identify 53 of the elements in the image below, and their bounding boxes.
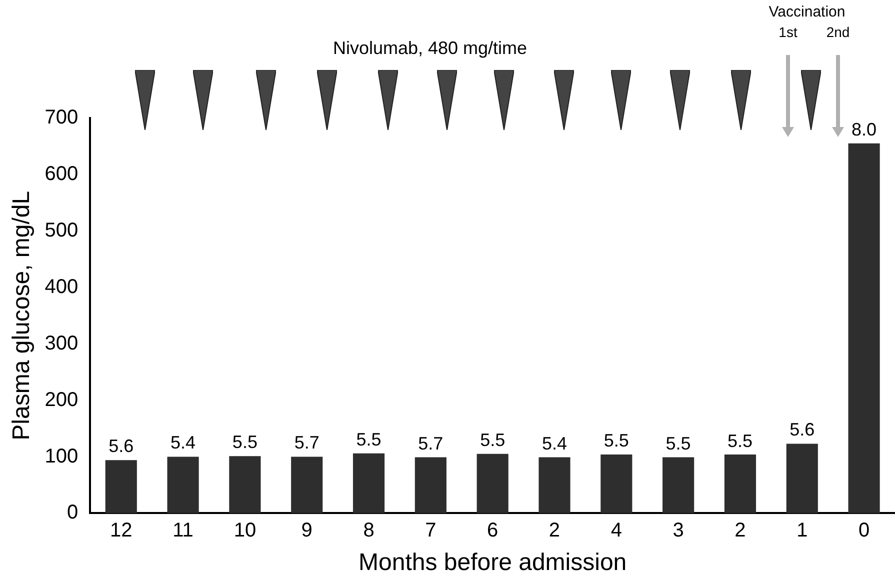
- x-tick-label: 2: [734, 520, 746, 542]
- x-tick-label: 7: [425, 520, 436, 542]
- text: 2nd: [826, 24, 850, 40]
- y-tick-label: 0: [67, 502, 78, 524]
- annotation: 5.4: [542, 433, 568, 454]
- annotation: 5.5: [666, 433, 691, 454]
- annotation: 5.4: [170, 432, 196, 453]
- y-tick-label: 300: [44, 332, 78, 354]
- annotation: 5.5: [232, 432, 258, 452]
- annotation: 5.6: [790, 420, 815, 440]
- annotation: 5.5: [480, 430, 506, 450]
- text: Vaccination: [768, 4, 846, 21]
- bar: [848, 143, 880, 514]
- x-tick-label: 9: [301, 520, 312, 542]
- y-tick-label: 200: [44, 388, 78, 411]
- bar: [786, 444, 818, 514]
- annotation: 8.0: [852, 119, 877, 140]
- x-tick-label: 12: [110, 520, 132, 542]
- x-tick-label: 1: [796, 520, 808, 542]
- bar: [105, 460, 137, 514]
- x-axis-title: Months before admission: [358, 549, 627, 576]
- x-tick-label: 3: [672, 520, 684, 542]
- annotation: 5.5: [727, 430, 753, 451]
- x-tick-label: 0: [858, 520, 870, 542]
- y-tick-label: 400: [44, 276, 78, 298]
- bar: [414, 457, 446, 514]
- annotation: 5.5: [604, 430, 629, 450]
- text: 1st: [778, 24, 798, 40]
- annotation: 5.5: [356, 429, 382, 450]
- annotation: 5.7: [418, 433, 444, 454]
- y-tick-label: 500: [44, 219, 78, 242]
- x-tick-label: 8: [363, 520, 374, 542]
- bar: [352, 453, 385, 514]
- y-tick-label: 100: [44, 445, 78, 468]
- bar: [662, 457, 694, 514]
- text: Nivolumab, 480 mg/time: [332, 38, 528, 58]
- x-tick-label: 10: [234, 520, 256, 542]
- x-tick-label: 11: [172, 520, 194, 542]
- annotation: 5.6: [108, 436, 134, 456]
- bar: [229, 456, 261, 514]
- bar: [538, 457, 570, 514]
- x-tick-label: 6: [487, 520, 498, 542]
- x-tick-label: 4: [610, 520, 622, 542]
- y-axis-title: Plasma glucose, mg/dL: [8, 190, 36, 440]
- bar: [167, 456, 199, 514]
- bar: [600, 454, 632, 514]
- bar: [724, 454, 756, 514]
- bar: [291, 456, 323, 514]
- x-tick-label: 2: [548, 520, 560, 542]
- y-tick-label: 700: [44, 106, 78, 129]
- y-tick-label: 600: [44, 162, 78, 185]
- annotation: 5.7: [294, 432, 320, 453]
- bar: [476, 454, 508, 514]
